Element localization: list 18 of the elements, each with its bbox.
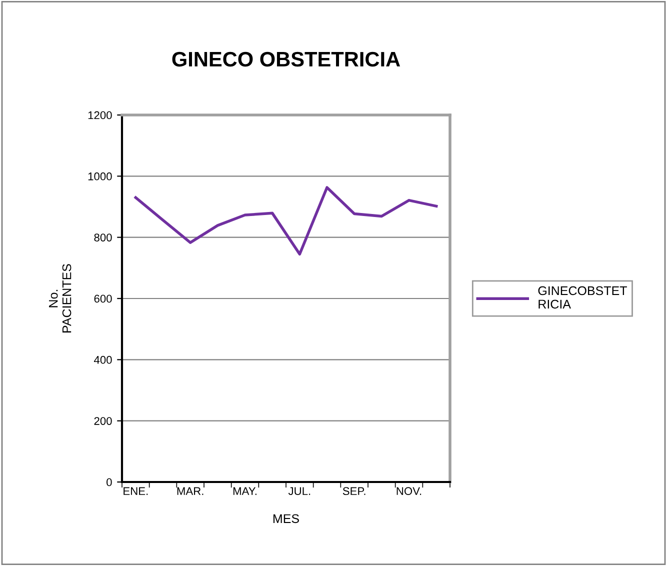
chart-title: GINECO OBSTETRICIA bbox=[172, 52, 400, 67]
x-axis-title: MES bbox=[273, 514, 299, 524]
y-tick-label: 400 bbox=[94, 356, 112, 364]
y-tick-label: 0 bbox=[106, 478, 112, 486]
y-tick-label: 1200 bbox=[88, 111, 112, 120]
x-tick-label: JUL. bbox=[288, 487, 310, 496]
x-tick-label: SEP. bbox=[342, 487, 366, 496]
y-tick-label: 600 bbox=[94, 294, 112, 303]
y-tick-label: 200 bbox=[94, 417, 112, 425]
x-tick-label: ENE. bbox=[124, 487, 148, 495]
y-axis-title: No. PACIENTES bbox=[49, 264, 72, 332]
legend-label: GINECOBSTET RICIA bbox=[538, 286, 627, 309]
y-tick-label: 1000 bbox=[88, 172, 112, 180]
x-tick-label: NOV. bbox=[396, 487, 422, 496]
x-tick-label: MAY. bbox=[233, 487, 256, 495]
line-series bbox=[134, 186, 438, 256]
y-tick-label: 800 bbox=[94, 234, 112, 242]
x-tick-label: MAR. bbox=[177, 487, 204, 495]
